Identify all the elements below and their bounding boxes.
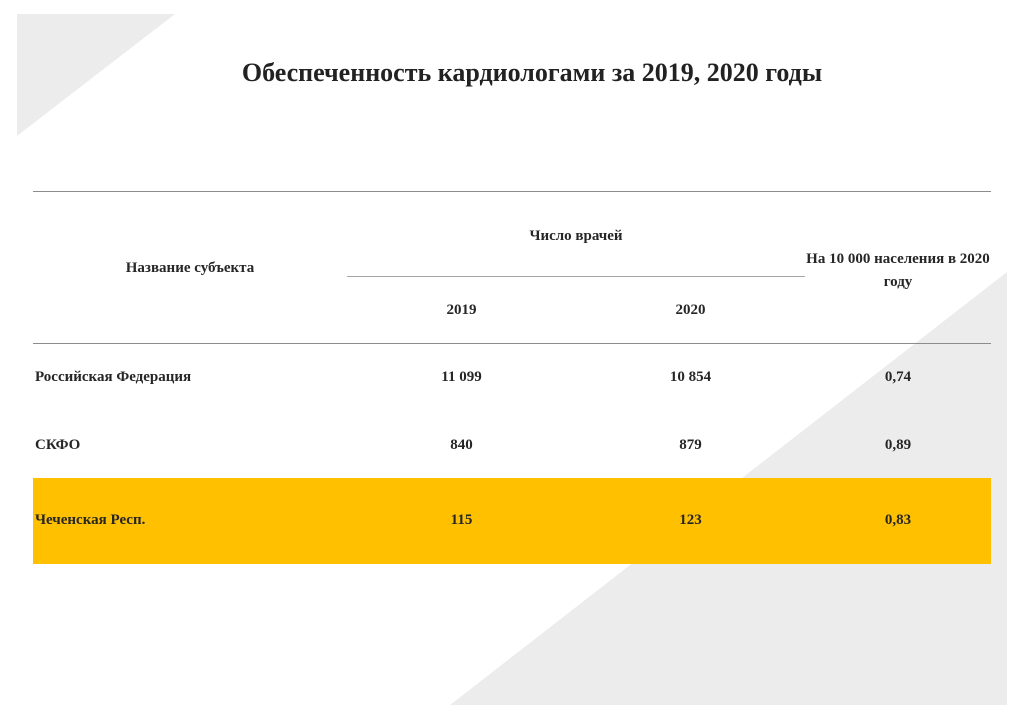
header-per-10000: На 10 000 населения в 2020 году — [806, 251, 990, 290]
row-name-russia: Российская Федерация — [35, 369, 192, 385]
background-triangle-top-left — [17, 14, 175, 136]
header-year-2020: 2020 — [675, 302, 706, 318]
header-year-2019: 2019 — [446, 302, 477, 318]
table-top-rule — [33, 191, 991, 192]
row-russia-2020: 10 854 — [669, 369, 712, 385]
header-doctor-count: Число врачей — [529, 228, 623, 244]
highlighted-row-background — [33, 478, 991, 564]
page-title: Обеспеченность кардиологами за 2019, 202… — [241, 58, 823, 87]
header-subject-name: Название субъекта — [125, 260, 255, 276]
row-name-skfo: СКФО — [35, 437, 81, 453]
row-skfo-2020: 879 — [679, 437, 702, 453]
row-name-chechnya: Чеченская Респ. — [35, 512, 146, 528]
table-header-rule — [33, 343, 991, 344]
row-russia-2019: 11 099 — [441, 369, 482, 385]
row-chechnya-per10000: 0,83 — [884, 512, 912, 528]
row-chechnya-2020: 123 — [679, 512, 702, 528]
row-skfo-2019: 840 — [450, 437, 473, 453]
row-russia-per10000: 0,74 — [884, 369, 912, 385]
row-skfo-per10000: 0,89 — [884, 437, 912, 453]
table-group-rule — [347, 276, 805, 277]
row-chechnya-2019: 115 — [450, 512, 473, 528]
